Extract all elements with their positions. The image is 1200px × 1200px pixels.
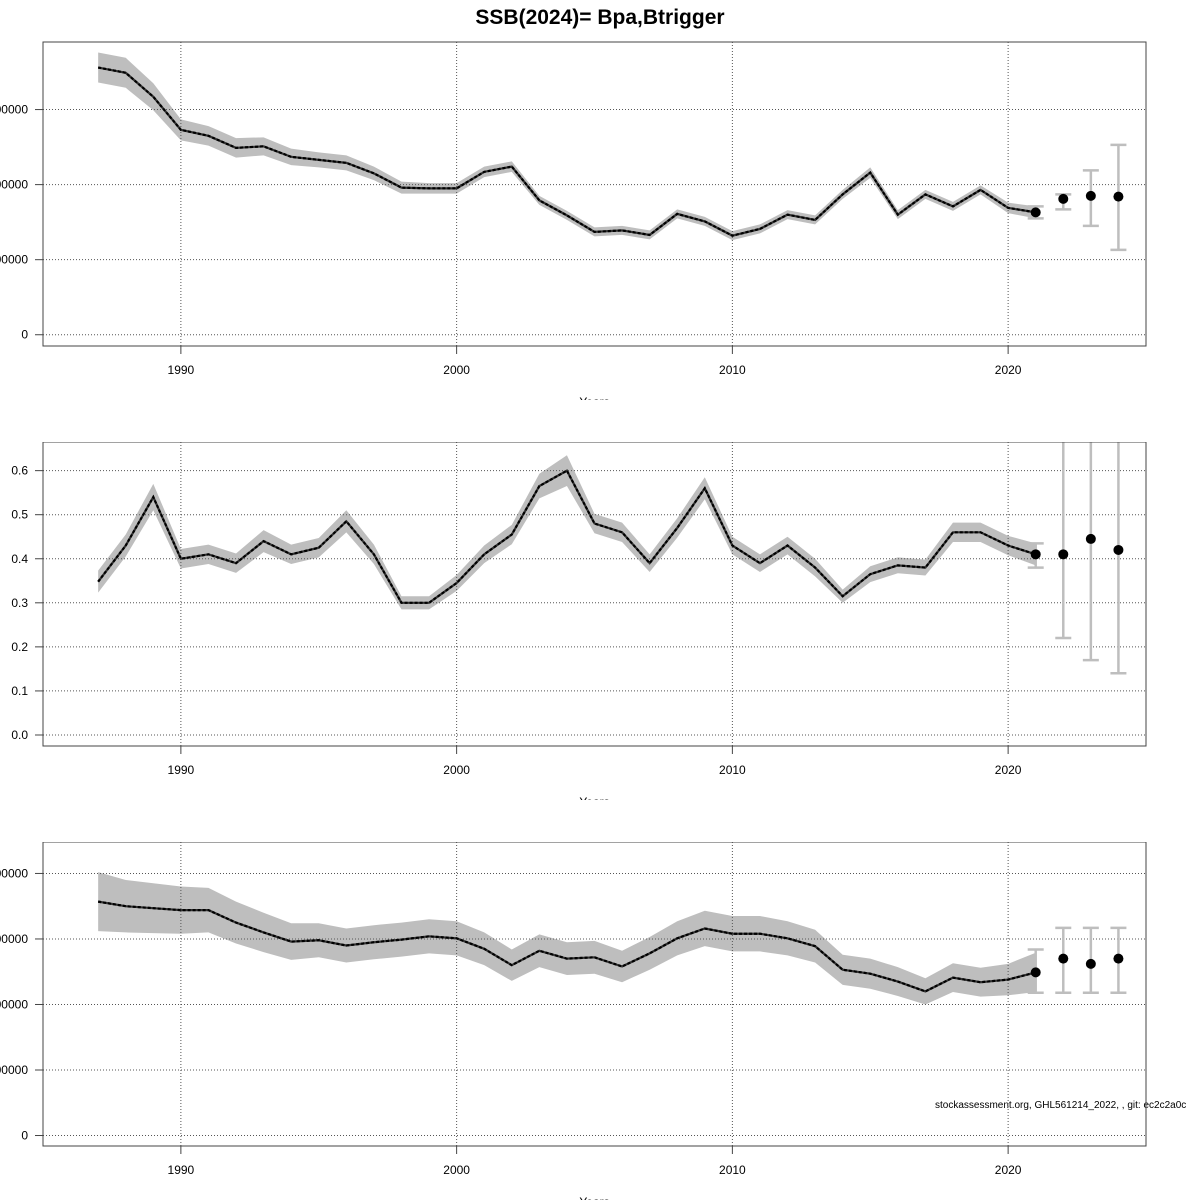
x-tick-label: 2020 bbox=[995, 363, 1022, 377]
y-tick-label: 0.0 bbox=[11, 728, 28, 742]
forecast-point bbox=[1113, 191, 1124, 202]
x-tick-label: 2010 bbox=[719, 1163, 746, 1177]
forecast-point bbox=[1030, 967, 1041, 978]
y-tick-label: 0 bbox=[21, 328, 28, 342]
x-tick-label: 1990 bbox=[168, 763, 195, 777]
forecast-point bbox=[1058, 953, 1069, 964]
y-tick-label: 0.5 bbox=[11, 508, 28, 522]
forecast-point bbox=[1085, 958, 1096, 969]
plot-frame bbox=[42, 41, 1147, 347]
y-tick-label: 0.2 bbox=[11, 640, 28, 654]
confidence-band bbox=[98, 455, 1036, 610]
y-tick-label: 0.4 bbox=[11, 552, 28, 566]
x-tick-label: 2010 bbox=[719, 363, 746, 377]
x-tick-label: 2000 bbox=[443, 763, 470, 777]
footer-annotation: stockassessment.org, GHL561214_2022, , g… bbox=[935, 1100, 1186, 1111]
plot-frame bbox=[42, 441, 1147, 747]
forecast-point bbox=[1030, 549, 1041, 560]
confidence-band bbox=[98, 872, 1036, 1005]
panel-1: 19902000201020200000000000000000Years bbox=[0, 41, 1147, 409]
forecast-point bbox=[1085, 533, 1096, 544]
x-tick-label: 1990 bbox=[168, 363, 195, 377]
estimate-line-dashed bbox=[97, 469, 1037, 604]
forecast-point bbox=[1030, 207, 1041, 218]
panel-3: 1990200020102020000000000000000000000Yea… bbox=[0, 841, 1147, 1200]
forecast-point bbox=[1058, 549, 1069, 560]
plot-area bbox=[43, 842, 1146, 1146]
panel-2: 19902000201020200.00.10.20.30.40.50.6Yea… bbox=[11, 441, 1147, 809]
x-axis-label: Years bbox=[579, 1195, 609, 1200]
label-mask bbox=[0, 400, 1200, 442]
label-mask bbox=[0, 800, 1200, 842]
y-tick-label: 0 bbox=[21, 1129, 28, 1143]
x-tick-label: 2010 bbox=[719, 763, 746, 777]
plot-area bbox=[43, 42, 1146, 346]
chart-title: SSB(2024)= Bpa,Btrigger bbox=[475, 6, 724, 29]
estimate-line bbox=[97, 66, 1036, 237]
forecast-point bbox=[1113, 953, 1124, 964]
estimate-line bbox=[97, 469, 1037, 604]
plot-area bbox=[43, 442, 1146, 746]
x-tick-label: 2000 bbox=[443, 363, 470, 377]
y-tick-label: 0.3 bbox=[11, 596, 28, 610]
estimate-line-dashed bbox=[97, 900, 1036, 993]
x-tick-label: 2020 bbox=[995, 763, 1022, 777]
forecast-point bbox=[1058, 193, 1069, 204]
x-tick-label: 1990 bbox=[168, 1163, 195, 1177]
y-tick-label: 0.6 bbox=[11, 464, 28, 478]
forecast-point bbox=[1085, 190, 1096, 201]
forecast-point bbox=[1113, 544, 1124, 555]
x-tick-label: 2000 bbox=[443, 1163, 470, 1177]
y-tick-label: 0.1 bbox=[11, 684, 28, 698]
x-tick-label: 2020 bbox=[995, 1163, 1022, 1177]
